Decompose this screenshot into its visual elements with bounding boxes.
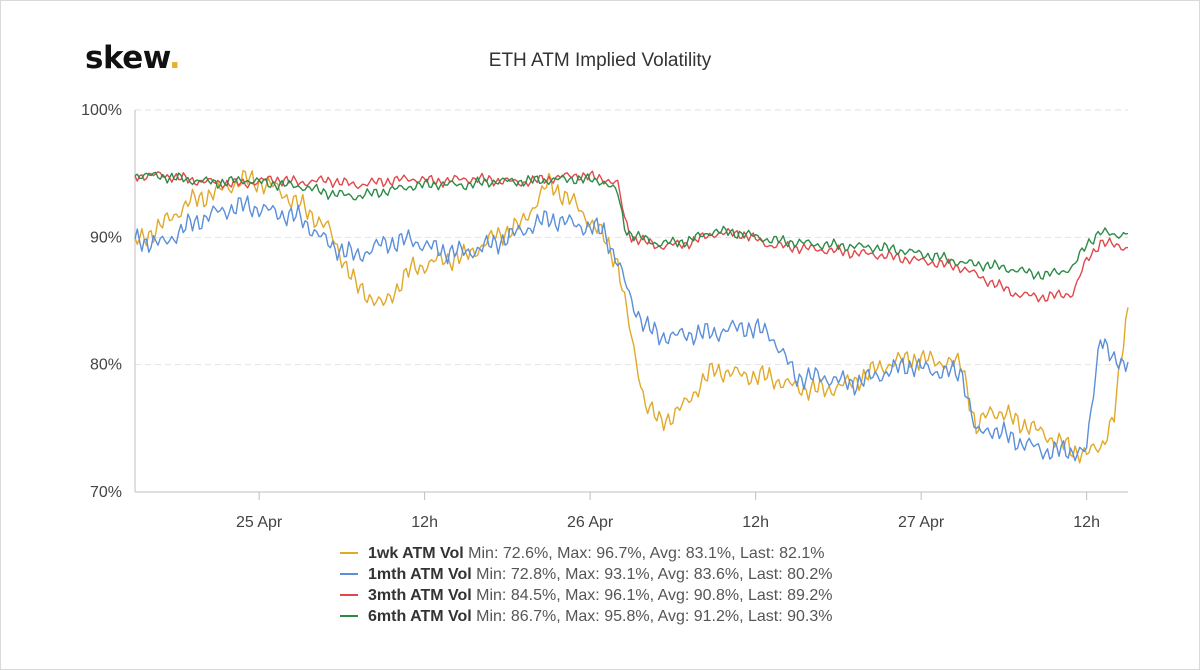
- legend-item[interactable]: 6mth ATM Vol Min: 86.7%, Max: 95.8%, Avg…: [340, 606, 833, 627]
- logo-dot: .: [168, 40, 181, 76]
- legend-item[interactable]: 1mth ATM Vol Min: 72.8%, Max: 93.1%, Avg…: [340, 564, 833, 585]
- legend-swatch: [340, 614, 358, 617]
- y-tick-label: 80%: [90, 357, 122, 374]
- chart-legend[interactable]: 1wk ATM Vol Min: 72.6%, Max: 96.7%, Avg:…: [340, 543, 833, 627]
- logo-text: skew: [85, 40, 169, 76]
- y-tick-label: 100%: [81, 102, 122, 119]
- series-lines: [134, 169, 1129, 464]
- x-tick-label: 12h: [742, 514, 769, 531]
- series-line-2: [134, 170, 1129, 303]
- series-line-0: [134, 169, 1129, 464]
- legend-series-stats: Min: 72.6%, Max: 96.7%, Avg: 83.1%, Last…: [463, 545, 825, 562]
- x-tick-label: 27 Apr: [898, 514, 945, 531]
- gridlines: [135, 109, 1128, 366]
- legend-swatch: [340, 551, 358, 554]
- y-tick-label: 90%: [90, 229, 122, 246]
- axes: 100% 90% 80% 70% 25 Apr 12h 26 Apr 12h 27 Apr 12h: [81, 102, 1128, 531]
- legend-swatch: [340, 593, 358, 596]
- x-tick-label: 12h: [411, 514, 438, 531]
- legend-series-name: 1mth ATM Vol: [368, 566, 472, 583]
- x-tick-label: 25 Apr: [236, 514, 283, 531]
- legend-series-name: 6mth ATM Vol: [368, 608, 472, 625]
- series-line-1: [134, 195, 1129, 462]
- legend-series-stats: Min: 72.8%, Max: 93.1%, Avg: 83.6%, Last…: [471, 566, 833, 583]
- legend-item[interactable]: 3mth ATM Vol Min: 84.5%, Max: 96.1%, Avg…: [340, 585, 833, 606]
- legend-swatch: [340, 572, 358, 575]
- legend-series-name: 1wk ATM Vol: [368, 545, 464, 562]
- legend-series-name: 3mth ATM Vol: [368, 587, 472, 604]
- legend-item[interactable]: 1wk ATM Vol Min: 72.6%, Max: 96.7%, Avg:…: [340, 543, 833, 564]
- series-line-3: [134, 171, 1129, 280]
- legend-series-stats: Min: 86.7%, Max: 95.8%, Avg: 91.2%, Last…: [471, 608, 833, 625]
- legend-series-stats: Min: 84.5%, Max: 96.1%, Avg: 90.8%, Last…: [471, 587, 833, 604]
- x-tick-label: 12h: [1073, 514, 1100, 531]
- x-tick-label: 26 Apr: [567, 514, 614, 531]
- chart-title: ETH ATM Implied Volatility: [488, 50, 712, 71]
- skew-logo: skew.: [85, 40, 181, 76]
- y-tick-label: 70%: [90, 484, 122, 501]
